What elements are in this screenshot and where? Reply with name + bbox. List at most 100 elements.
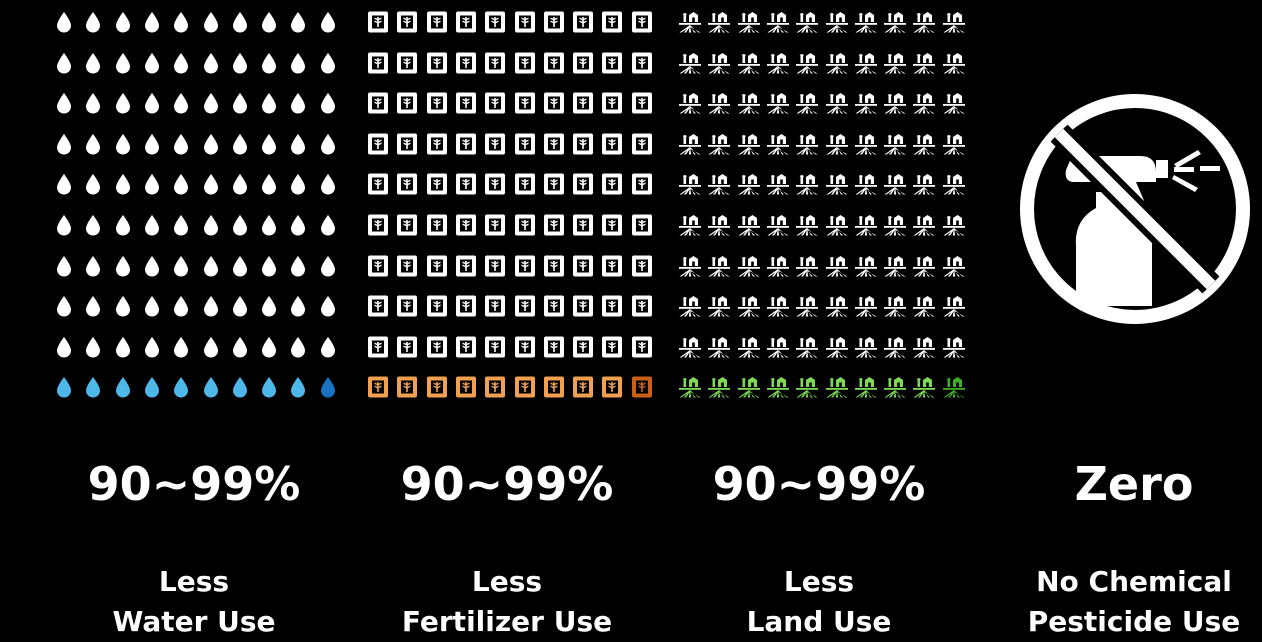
water-drop-icon xyxy=(140,294,164,318)
water-drop-icon xyxy=(140,375,164,399)
fertilizer-bag-icon xyxy=(513,254,537,278)
farm-field-icon xyxy=(737,51,761,75)
water-drop-icon xyxy=(228,91,252,115)
land-caption-line1: Less xyxy=(783,565,855,598)
fertilizer-bag-icon xyxy=(600,335,624,359)
farm-field-icon xyxy=(678,132,702,156)
water-drop-icon xyxy=(111,213,135,237)
farm-field-icon xyxy=(912,375,936,399)
water-drop-icon xyxy=(81,10,105,34)
water-drop-icon xyxy=(199,91,223,115)
water-drop-icon xyxy=(52,10,76,34)
fertilizer-bag-icon xyxy=(513,10,537,34)
water-saving-caption: Less Water Use xyxy=(44,562,344,642)
farm-field-icon xyxy=(707,335,731,359)
fertilizer-bag-icon xyxy=(454,213,478,237)
water-drop-icon xyxy=(316,51,340,75)
fertilizer-bag-icon xyxy=(630,254,654,278)
water-drop-icon xyxy=(111,294,135,318)
farm-field-icon xyxy=(883,294,907,318)
farm-field-icon xyxy=(737,91,761,115)
farm-field-icon xyxy=(825,375,849,399)
water-drop-icon xyxy=(140,10,164,34)
farm-field-icon xyxy=(766,294,790,318)
farm-field-icon xyxy=(795,51,819,75)
water-drop-icon xyxy=(52,375,76,399)
fertilizer-bag-icon xyxy=(630,294,654,318)
farm-field-icon xyxy=(707,51,731,75)
fertilizer-bag-icon xyxy=(542,375,566,399)
water-drop-icon xyxy=(81,254,105,278)
water-drop-icon xyxy=(81,335,105,359)
land-saving-value: 90~99% xyxy=(712,457,926,511)
fertilizer-bag-icon xyxy=(483,375,507,399)
water-drop-icon xyxy=(286,132,310,156)
water-drop-icon xyxy=(140,132,164,156)
fertilizer-bag-icon xyxy=(600,254,624,278)
farm-field-icon xyxy=(737,213,761,237)
water-drop-icon xyxy=(111,254,135,278)
water-drop-icon xyxy=(140,172,164,196)
fertilizer-bag-icon xyxy=(425,294,449,318)
farm-field-icon xyxy=(707,10,731,34)
water-saving-value: 90~99% xyxy=(87,457,301,511)
farm-field-icon xyxy=(707,254,731,278)
water-drop-icon xyxy=(257,10,281,34)
fertilizer-bag-icon xyxy=(483,294,507,318)
fertilizer-bag-icon xyxy=(454,335,478,359)
farm-field-icon xyxy=(678,375,702,399)
fertilizer-bag-grid xyxy=(366,10,659,416)
fertilizer-bag-icon xyxy=(513,375,537,399)
farm-field-icon xyxy=(825,51,849,75)
water-drop-icon xyxy=(199,294,223,318)
water-drop-icon xyxy=(228,132,252,156)
fertilizer-bag-icon xyxy=(395,294,419,318)
water-drop-icon xyxy=(316,213,340,237)
water-drop-icon xyxy=(257,91,281,115)
fertilizer-bag-icon xyxy=(425,213,449,237)
fertilizer-bag-icon xyxy=(395,335,419,359)
water-drop-icon xyxy=(286,172,310,196)
water-drop-icon xyxy=(257,51,281,75)
farm-field-icon xyxy=(795,375,819,399)
water-drop-icon xyxy=(111,51,135,75)
fertilizer-bag-icon xyxy=(454,172,478,196)
farm-field-icon xyxy=(766,91,790,115)
fertilizer-bag-icon xyxy=(454,91,478,115)
water-drop-icon xyxy=(286,375,310,399)
farm-field-icon xyxy=(883,213,907,237)
farm-field-icon xyxy=(707,91,731,115)
farm-field-icon xyxy=(942,213,966,237)
fertilizer-bag-icon xyxy=(454,375,478,399)
fertilizer-bag-icon xyxy=(513,51,537,75)
fertilizer-bag-icon xyxy=(542,254,566,278)
water-drop-icon xyxy=(52,91,76,115)
water-drop-icon xyxy=(81,51,105,75)
farm-field-icon xyxy=(678,172,702,196)
fertilizer-bag-icon xyxy=(542,132,566,156)
farm-field-icon xyxy=(795,213,819,237)
water-drop-icon xyxy=(228,172,252,196)
water-drop-icon xyxy=(228,51,252,75)
water-drop-icon xyxy=(316,375,340,399)
fertilizer-bag-icon xyxy=(425,335,449,359)
water-drop-icon xyxy=(199,213,223,237)
farm-field-icon xyxy=(883,254,907,278)
water-drop-icon xyxy=(111,172,135,196)
water-drop-icon xyxy=(199,254,223,278)
farm-field-grid xyxy=(678,10,971,416)
water-drop-icon xyxy=(316,254,340,278)
water-drop-icon xyxy=(228,10,252,34)
fertilizer-bag-icon xyxy=(366,91,390,115)
water-drop-icon xyxy=(286,213,310,237)
farm-field-icon xyxy=(883,132,907,156)
farm-field-icon xyxy=(707,375,731,399)
fertilizer-bag-icon xyxy=(395,375,419,399)
water-drop-icon xyxy=(169,375,193,399)
fertilizer-caption-line1: Less xyxy=(471,565,543,598)
farm-field-icon xyxy=(942,375,966,399)
farm-field-icon xyxy=(912,51,936,75)
water-drop-icon xyxy=(52,213,76,237)
water-drop-icon xyxy=(169,335,193,359)
water-drop-icon xyxy=(286,254,310,278)
